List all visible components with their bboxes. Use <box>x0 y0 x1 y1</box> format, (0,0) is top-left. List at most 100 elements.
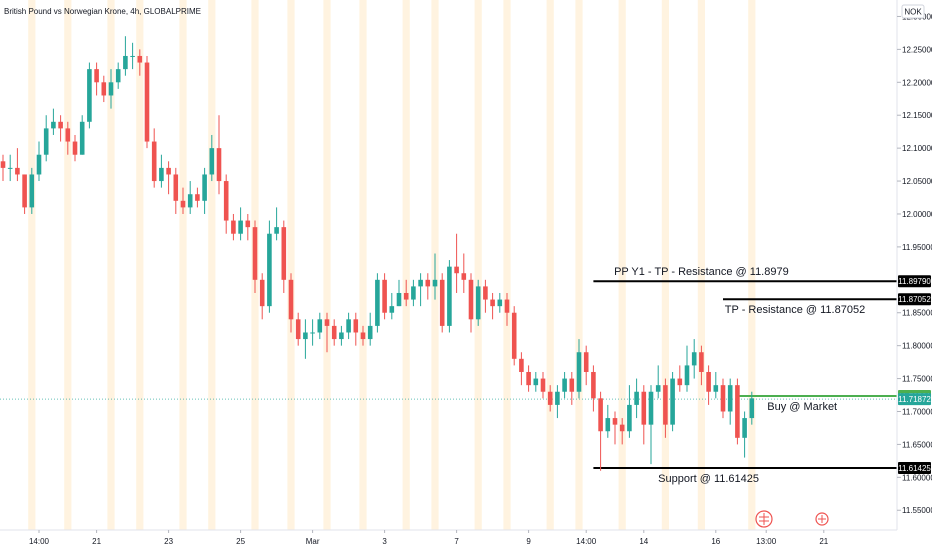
time-tick-label: 14:00 <box>29 537 50 546</box>
session-highlight <box>28 0 36 530</box>
event-icon[interactable] <box>755 510 773 528</box>
candle <box>504 292 510 326</box>
candle-body <box>605 418 611 432</box>
time-tick-label: Mar <box>306 537 320 546</box>
candles <box>0 36 755 471</box>
candle-body <box>7 167 13 169</box>
candle <box>43 115 49 162</box>
currency-box[interactable] <box>901 4 925 19</box>
candle <box>101 75 107 103</box>
session-highlight <box>402 0 410 530</box>
candle <box>533 371 539 392</box>
candle <box>727 378 733 425</box>
candle <box>540 371 546 399</box>
price-tick-label: 11.85000 <box>902 309 932 318</box>
session-highlights <box>28 0 756 530</box>
candle <box>677 365 683 392</box>
candle <box>353 312 359 346</box>
candle-body <box>202 174 207 201</box>
candle <box>605 404 611 438</box>
candle-body <box>115 69 121 83</box>
candle-body <box>490 299 495 307</box>
candle-body <box>483 286 488 300</box>
candle <box>151 128 157 188</box>
candle <box>411 279 416 307</box>
candle <box>706 365 711 405</box>
candle <box>187 181 193 214</box>
candle <box>569 371 575 405</box>
candle <box>382 273 387 320</box>
candle-body <box>684 365 690 386</box>
candle-body <box>447 266 452 326</box>
candle <box>490 292 495 320</box>
candle <box>641 385 647 445</box>
candle-body <box>411 286 416 300</box>
candle <box>432 253 438 300</box>
candle-body <box>432 279 438 287</box>
annotation-label: Buy @ Market <box>767 401 837 413</box>
candle <box>475 279 481 326</box>
candle-body <box>324 319 330 326</box>
candle-body <box>353 319 359 333</box>
candle <box>310 319 315 346</box>
candle-body <box>641 391 647 425</box>
candle <box>713 371 719 399</box>
session-highlight <box>503 0 511 530</box>
candle-body <box>72 141 78 155</box>
candle-body <box>583 352 589 372</box>
candle <box>655 365 661 399</box>
candle-body <box>238 220 243 234</box>
candle-body <box>648 391 654 425</box>
candle-body <box>375 279 380 326</box>
candle <box>115 62 121 89</box>
session-highlight <box>136 0 144 530</box>
candle <box>238 207 243 241</box>
candle-body <box>612 418 618 425</box>
annotation-label: TP - Resistance @ 11.87052 <box>725 304 865 316</box>
candle <box>670 371 675 432</box>
candle <box>79 115 85 155</box>
candle-body <box>663 385 668 425</box>
candle <box>87 62 92 129</box>
candle-body <box>468 279 474 320</box>
candle-body <box>231 220 236 234</box>
candle <box>0 154 6 182</box>
candle-body <box>346 319 351 333</box>
candle-body <box>295 319 301 340</box>
event-icon[interactable] <box>815 512 829 526</box>
candle-body <box>461 273 467 280</box>
candle <box>555 385 560 419</box>
candle-body <box>159 167 164 182</box>
candle-body <box>36 154 42 175</box>
price-tick-label: 12.25000 <box>902 45 932 54</box>
candle <box>108 69 114 109</box>
annotation-lines <box>0 280 897 469</box>
candle <box>209 134 215 182</box>
candle <box>274 207 279 241</box>
candle-body <box>504 299 510 313</box>
candle <box>454 233 459 293</box>
session-highlight <box>748 0 756 530</box>
candle <box>29 167 35 214</box>
candle-body <box>475 286 481 320</box>
candle-body <box>317 319 323 333</box>
candle-body <box>339 332 344 340</box>
candle-body <box>187 194 193 208</box>
candle-body <box>749 398 755 419</box>
candle-body <box>15 167 20 175</box>
candle-body <box>670 378 675 425</box>
time-tick-label: 14 <box>639 537 648 546</box>
candle <box>137 49 143 76</box>
candle <box>439 273 445 333</box>
session-highlight <box>208 0 216 530</box>
candle-body <box>382 279 387 313</box>
candle-body <box>137 55 143 63</box>
candle-body <box>180 200 186 208</box>
candle <box>15 148 20 182</box>
price-tick-label: 12.10000 <box>902 144 932 153</box>
candle-body <box>735 385 740 438</box>
session-highlight <box>546 0 554 530</box>
candle-body <box>310 332 315 334</box>
